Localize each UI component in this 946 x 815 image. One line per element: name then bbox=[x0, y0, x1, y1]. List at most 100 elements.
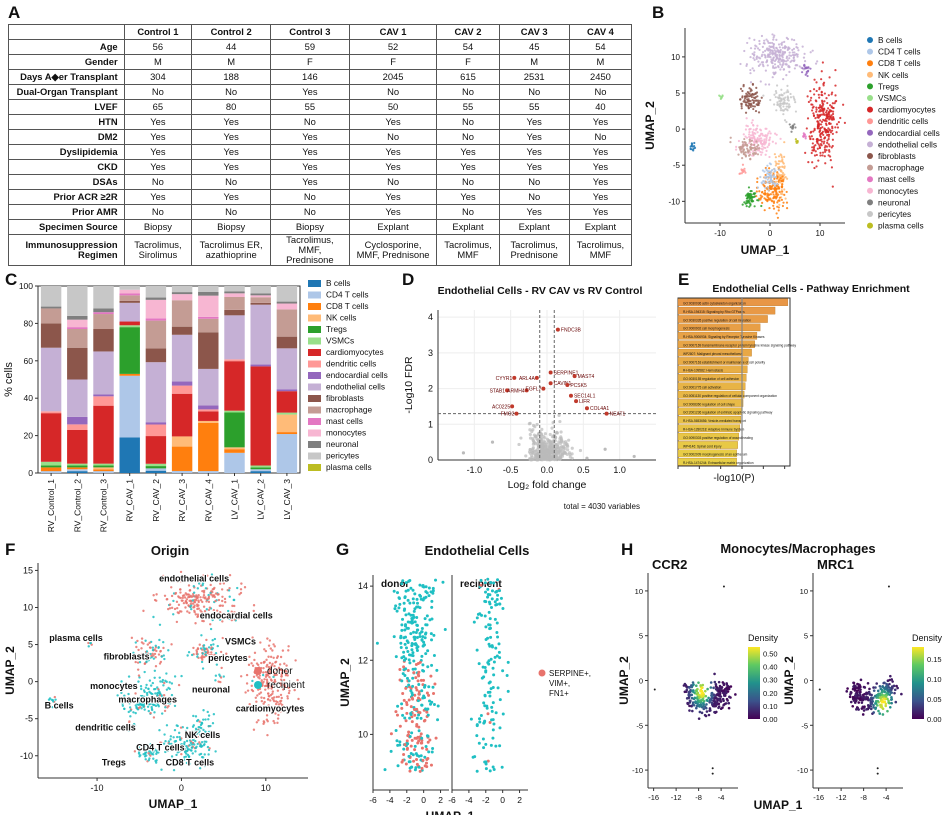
data-point bbox=[492, 673, 496, 677]
chart-title: Monocytes/Macrophages bbox=[720, 541, 875, 556]
data-point bbox=[780, 185, 783, 188]
data-point bbox=[815, 81, 818, 84]
data-point bbox=[774, 164, 777, 167]
data-point bbox=[759, 150, 762, 154]
data-point bbox=[753, 54, 756, 57]
data-point bbox=[727, 706, 731, 710]
data-point bbox=[828, 133, 831, 136]
data-point bbox=[528, 448, 532, 452]
data-point bbox=[130, 636, 134, 640]
data-point bbox=[754, 148, 757, 151]
data-point bbox=[561, 445, 565, 449]
data-point bbox=[211, 588, 214, 591]
data-point bbox=[793, 38, 796, 42]
data-point bbox=[156, 686, 159, 689]
data-point bbox=[781, 159, 784, 162]
data-point bbox=[785, 60, 788, 63]
data-point bbox=[754, 152, 757, 155]
data-point bbox=[835, 123, 839, 126]
pathway-bar bbox=[677, 449, 737, 458]
data-point bbox=[493, 617, 497, 621]
data-point bbox=[753, 38, 756, 41]
data-point bbox=[279, 678, 283, 681]
data-point bbox=[423, 632, 427, 636]
data-point bbox=[757, 64, 761, 67]
data-point bbox=[426, 707, 430, 711]
data-point bbox=[136, 639, 139, 643]
data-point bbox=[827, 143, 830, 146]
data-point bbox=[260, 661, 263, 665]
bar-segment bbox=[171, 470, 193, 473]
data-point bbox=[705, 710, 709, 713]
bar-segment bbox=[119, 300, 140, 303]
data-point bbox=[475, 616, 479, 620]
data-point bbox=[201, 756, 205, 759]
gene-label: PCSK5 bbox=[570, 383, 587, 389]
bar-segment bbox=[276, 303, 298, 310]
table-cell: Tacrolimus, MMF, Prednisone bbox=[270, 234, 350, 266]
data-point bbox=[531, 446, 535, 450]
data-point bbox=[531, 423, 536, 428]
bar-segment bbox=[276, 434, 298, 473]
data-point bbox=[752, 124, 755, 127]
data-point bbox=[849, 700, 853, 704]
table-cell: Yes bbox=[498, 129, 570, 145]
legend-label: VIM+, bbox=[549, 679, 570, 688]
data-point bbox=[417, 713, 421, 717]
data-point bbox=[715, 693, 719, 696]
data-point bbox=[251, 679, 254, 683]
x-tick-label: RV_CAV_2 bbox=[151, 479, 161, 522]
data-point bbox=[697, 693, 701, 697]
data-point bbox=[402, 636, 406, 640]
data-point bbox=[785, 105, 788, 108]
data-point bbox=[179, 570, 183, 574]
data-point bbox=[761, 134, 765, 137]
data-point bbox=[252, 604, 256, 607]
data-point bbox=[813, 93, 816, 96]
data-point bbox=[803, 60, 807, 63]
data-point bbox=[206, 574, 209, 577]
data-point bbox=[186, 610, 189, 613]
data-point bbox=[274, 702, 278, 706]
data-point bbox=[409, 712, 413, 716]
data-point bbox=[857, 701, 861, 704]
y-tick-label: 60 bbox=[24, 356, 34, 366]
pathway-label: GO:0030036 actin cytoskeleton organizati… bbox=[683, 302, 746, 306]
data-point bbox=[703, 713, 707, 717]
data-point bbox=[876, 689, 880, 693]
data-point bbox=[184, 606, 187, 609]
data-point bbox=[287, 686, 290, 690]
data-point bbox=[785, 36, 788, 39]
data-point bbox=[408, 661, 412, 665]
data-point bbox=[405, 626, 409, 630]
data-point bbox=[123, 707, 126, 711]
data-point bbox=[170, 742, 173, 746]
data-point bbox=[713, 710, 716, 714]
data-point bbox=[774, 180, 778, 183]
data-point bbox=[496, 686, 500, 690]
data-point bbox=[116, 694, 119, 697]
data-point bbox=[748, 37, 751, 40]
data-point bbox=[276, 706, 279, 710]
data-point bbox=[405, 711, 409, 715]
data-point bbox=[767, 41, 770, 45]
data-point bbox=[233, 604, 236, 608]
data-point bbox=[280, 684, 283, 687]
data-point bbox=[420, 626, 424, 630]
table-row: Dual-Organ Transplant No No Yes No No No No bbox=[8, 84, 633, 100]
data-point bbox=[756, 124, 759, 127]
data-point bbox=[698, 699, 702, 702]
data-point bbox=[201, 619, 204, 623]
table-cell: M bbox=[568, 54, 633, 70]
data-point bbox=[410, 765, 414, 769]
bar-segment bbox=[276, 389, 298, 392]
table-cell: Yes bbox=[568, 174, 633, 190]
data-point bbox=[133, 653, 137, 657]
data-point bbox=[760, 204, 763, 208]
data-point bbox=[768, 53, 771, 56]
data-point bbox=[176, 745, 179, 749]
data-point bbox=[408, 769, 412, 773]
data-point bbox=[829, 158, 832, 162]
data-point bbox=[884, 704, 888, 708]
data-point bbox=[128, 706, 132, 709]
